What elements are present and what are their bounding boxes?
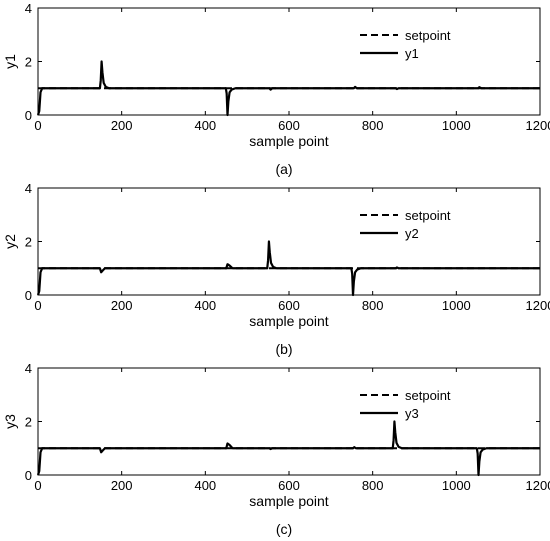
x-axis-label: sample point bbox=[249, 313, 328, 329]
x-tick-label: 800 bbox=[362, 118, 384, 133]
x-tick-label: 400 bbox=[194, 118, 216, 133]
x-tick-label: 400 bbox=[194, 478, 216, 493]
x-tick-label: 0 bbox=[34, 298, 41, 313]
x-tick-label: 200 bbox=[111, 478, 133, 493]
x-tick-label: 1000 bbox=[442, 478, 471, 493]
plot-frame bbox=[37, 367, 541, 476]
y-tick-label: 4 bbox=[25, 181, 32, 196]
x-tick-label: 1000 bbox=[442, 118, 471, 133]
y-tick-label: 4 bbox=[25, 1, 32, 16]
x-axis-label: sample point bbox=[249, 133, 328, 149]
series-line-y3 bbox=[36, 420, 540, 477]
x-tick-label: 400 bbox=[194, 298, 216, 313]
y-axis-label: y3 bbox=[2, 414, 18, 429]
y-tick-label: 0 bbox=[25, 108, 32, 123]
y-tick-label: 4 bbox=[25, 361, 32, 376]
y-tick-label: 2 bbox=[25, 235, 32, 250]
plot-frame bbox=[37, 7, 541, 116]
x-axis-label: sample point bbox=[249, 493, 328, 509]
x-tick-label: 200 bbox=[111, 298, 133, 313]
legend-label-y2: y2 bbox=[405, 226, 419, 241]
legend-label-setpoint: setpoint bbox=[405, 208, 451, 223]
plot-frame bbox=[37, 187, 541, 296]
x-tick-label: 600 bbox=[278, 118, 300, 133]
legend-label-setpoint: setpoint bbox=[405, 28, 451, 43]
x-tick-label: 0 bbox=[34, 478, 41, 493]
legend-label-setpoint: setpoint bbox=[405, 388, 451, 403]
x-tick-label: 600 bbox=[278, 298, 300, 313]
legend-label-y1: y1 bbox=[405, 46, 419, 61]
y-axis-label: y1 bbox=[2, 54, 18, 69]
series-line-y2 bbox=[36, 240, 540, 297]
y-tick-label: 0 bbox=[25, 468, 32, 483]
y-tick-label: 0 bbox=[25, 288, 32, 303]
x-tick-label: 800 bbox=[362, 298, 384, 313]
y-tick-label: 2 bbox=[25, 55, 32, 70]
series-line-y1 bbox=[36, 60, 540, 117]
panel-caption: (b) bbox=[275, 341, 292, 357]
y-axis-label: y2 bbox=[2, 234, 18, 249]
legend-label-y3: y3 bbox=[405, 406, 419, 421]
panel-caption: (c) bbox=[276, 521, 292, 537]
panel-caption: (a) bbox=[275, 161, 292, 177]
x-tick-label: 800 bbox=[362, 478, 384, 493]
x-tick-label: 0 bbox=[34, 118, 41, 133]
x-tick-label: 200 bbox=[111, 118, 133, 133]
x-tick-label: 1000 bbox=[442, 298, 471, 313]
y-tick-label: 2 bbox=[25, 415, 32, 430]
x-tick-label: 600 bbox=[278, 478, 300, 493]
